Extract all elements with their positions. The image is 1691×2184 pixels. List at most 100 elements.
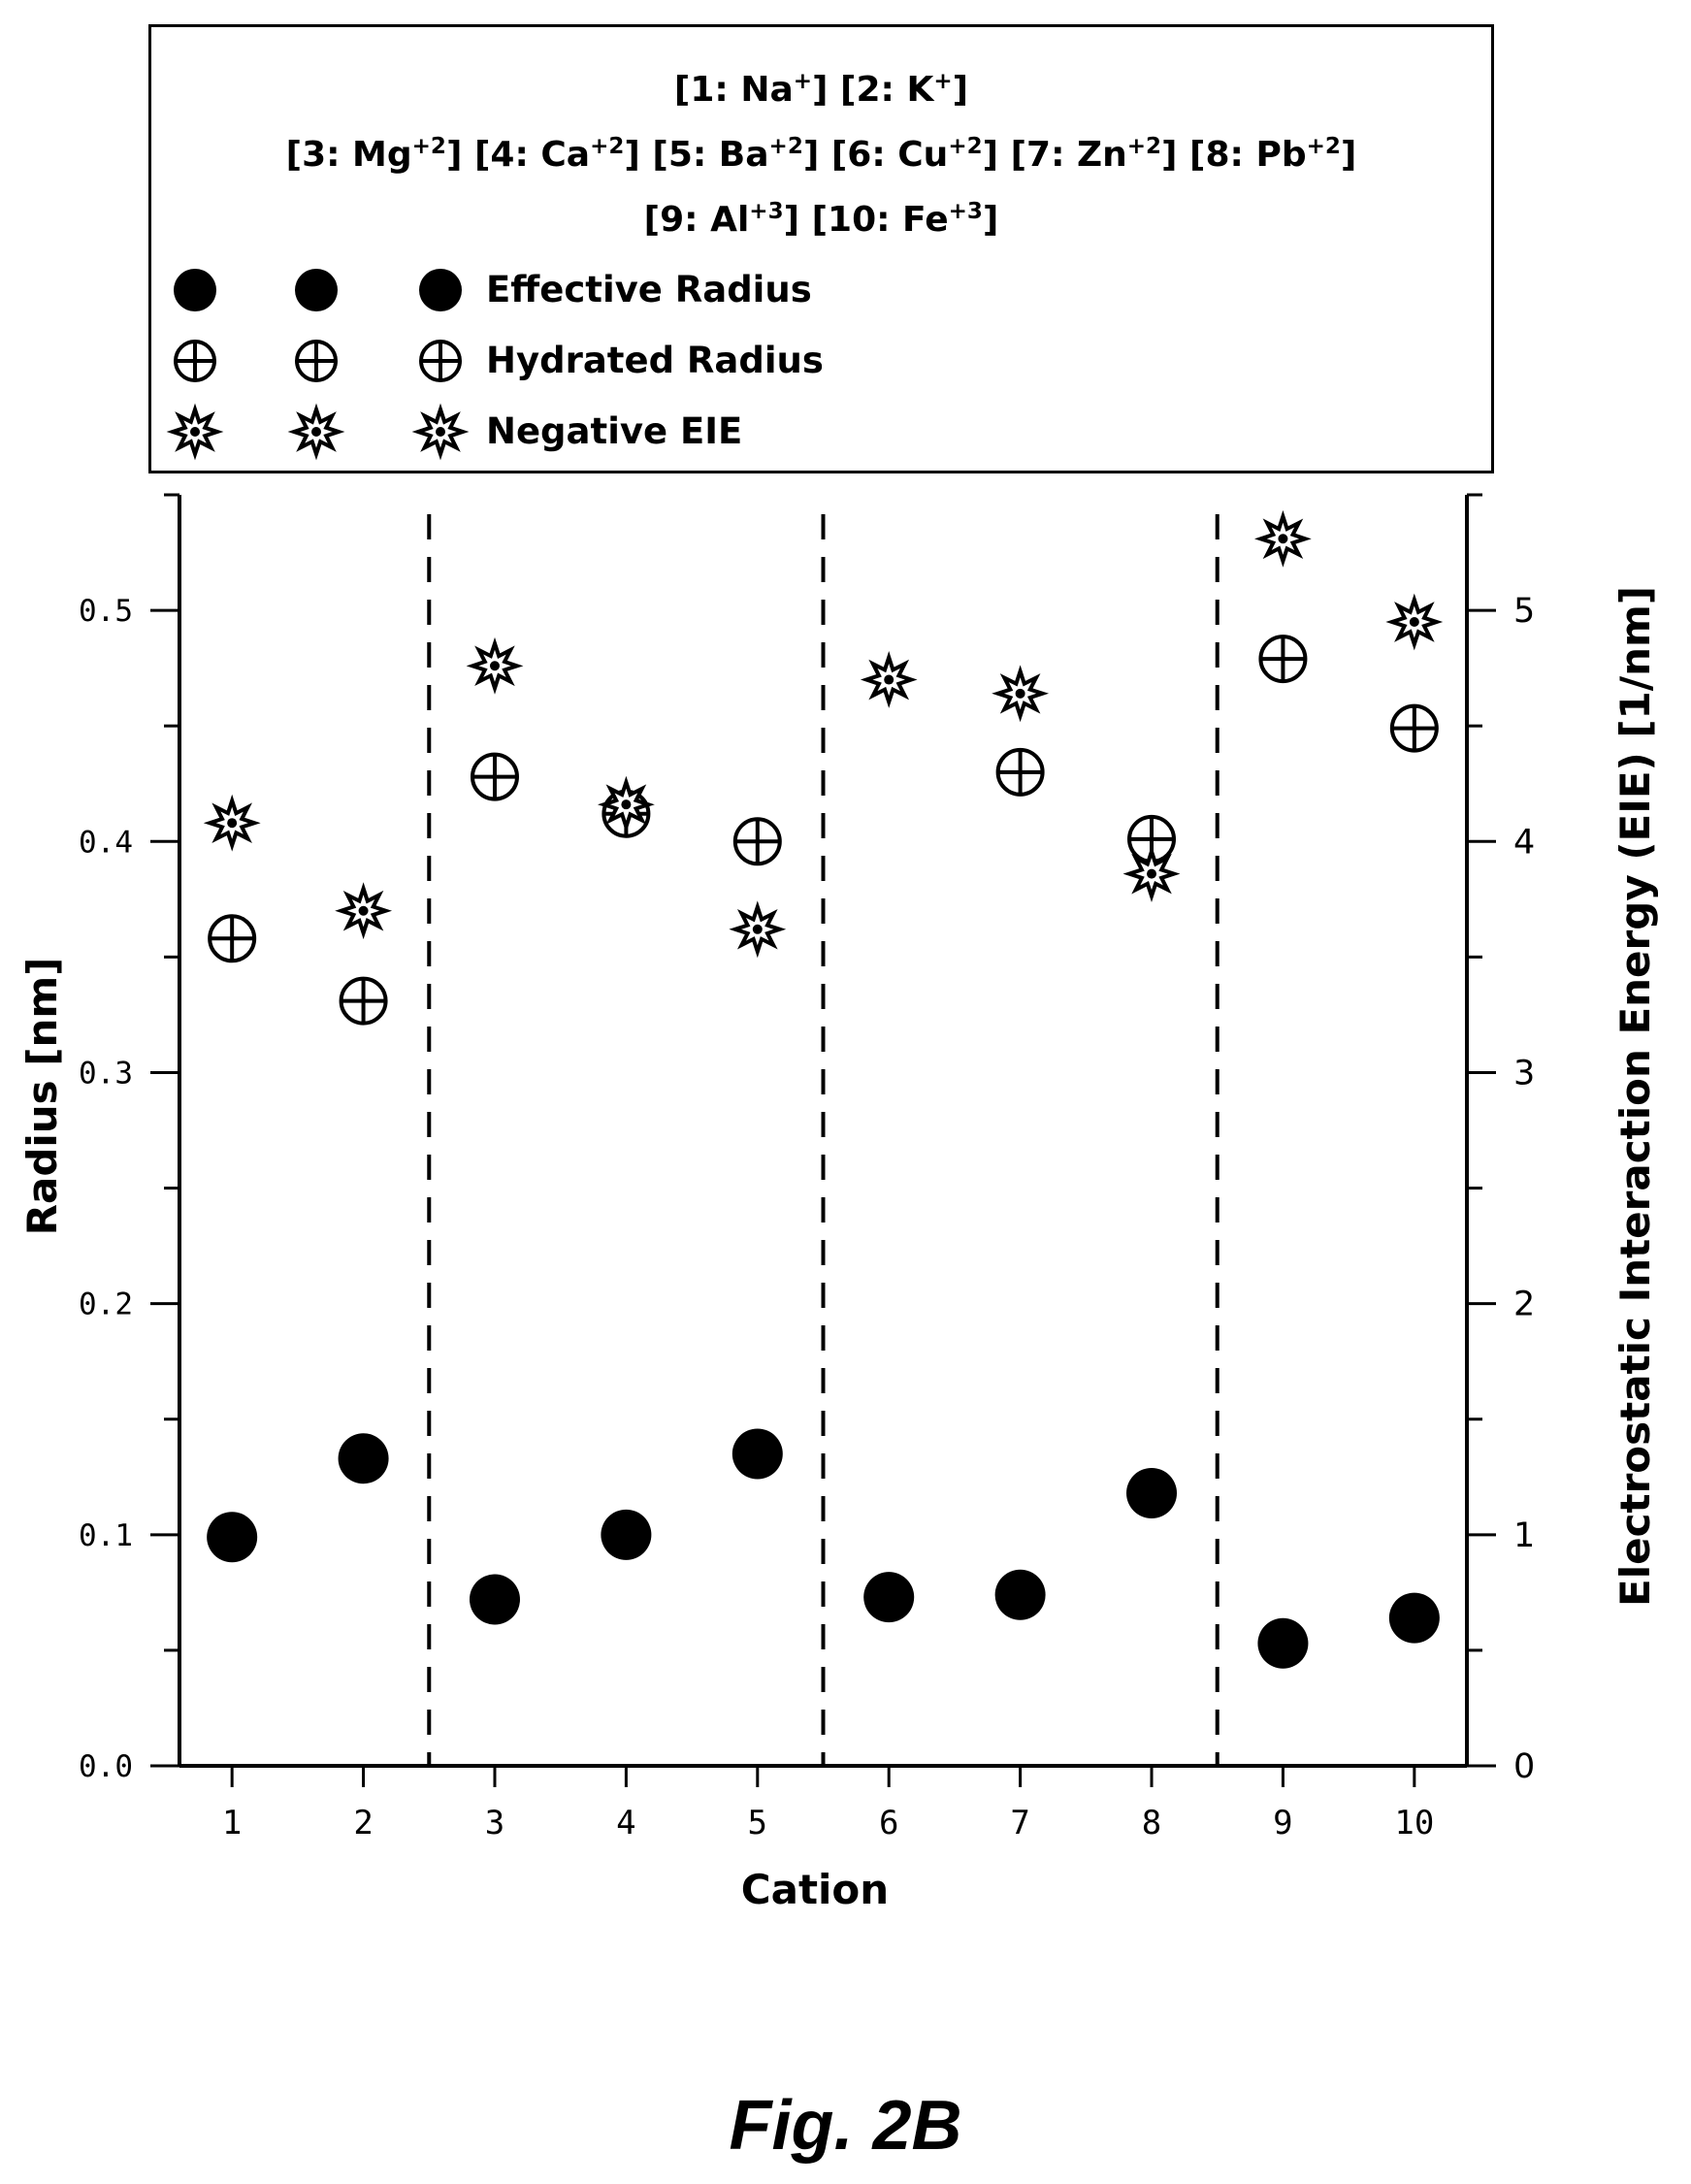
star-center [1147,868,1157,879]
negative-eie-point [466,636,524,695]
x-tick-label: 4 [616,1804,635,1842]
legend-cation-label: [10: Fe+3] [811,199,999,240]
cation-charge: +2 [948,134,983,159]
cation-bracket: ] [783,200,800,240]
star-center [621,799,632,810]
cation-bracket: ] [812,70,829,110]
negative-eie-point [860,651,918,708]
cation-bracket: ] [952,70,969,110]
cation-symbol: [9: Al [643,200,750,240]
negative-eie-point [1385,593,1444,651]
cation-bracket: ] [982,135,999,175]
cation-bracket: ] [1161,135,1178,175]
left-tick-label: 0.2 [79,1288,133,1322]
cation-symbol: [5: Ba [652,135,769,175]
legend-cation-line-1: [1: Na+] [2: K+] [151,69,1491,110]
star-center [752,924,763,934]
legend-cation-label: [7: Zn+2] [1010,134,1178,175]
cation-symbol: [7: Zn [1010,135,1127,175]
x-tick-label: 10 [1394,1804,1434,1842]
legend-cation-label: [9: Al+3] [643,199,800,240]
left-tick-label: 0.3 [79,1056,133,1091]
cation-charge: +3 [948,199,983,224]
star-center [190,427,200,437]
legend-label-hydrated-radius: Hydrated Radius [486,340,824,381]
x-tick-label: 8 [1142,1804,1161,1842]
negative-eie-point [1122,845,1181,903]
x-tick-label: 5 [748,1804,767,1842]
cation-symbol: [8: Pb [1189,135,1307,175]
star-center [1409,617,1419,627]
left-y-axis: 0.0 0.1 0.2 0.3 0.4 0.5 [79,493,179,1784]
x-tick-label: 1 [222,1804,242,1842]
effective-radius-point [732,1428,783,1480]
effective-radius-point [1126,1467,1178,1518]
hydrated-radius-point [1389,703,1439,753]
hydrated-radius-point [995,747,1045,797]
star-marker-icons [166,403,470,461]
hydrated-radius-point [470,752,519,801]
hydrated-radius-point [208,914,257,963]
legend-entry-effective-radius: Effective Radius [151,261,1491,319]
star-icon [411,403,470,461]
legend-cation-label: [8: Pb+2] [1189,134,1357,175]
x-tick-label: 9 [1273,1804,1292,1842]
x-tick-label: 3 [485,1804,504,1842]
cation-charge: +3 [749,199,784,224]
right-y-axis-title: Electrostatic Interaction Energy (EIE) [… [1611,586,1659,1607]
hydrated-radius-point [732,817,782,866]
star-center [884,674,894,685]
cation-bracket: ] [1340,135,1357,175]
legend-cation-label: [2: K+] [840,69,969,110]
left-tick-label: 0.1 [79,1518,133,1553]
effective-radius-point [207,1512,258,1563]
negative-eie-point [203,794,261,852]
legend-box: [1: Na+] [2: K+] [3: Mg+2] [4: Ca+2] [5:… [148,24,1494,473]
effective-radius-point [338,1433,389,1484]
star-icon [166,403,224,461]
data-marks [203,509,1444,1669]
legend-cation-label: [1: Na+] [674,69,829,110]
negative-eie-point [729,900,787,959]
cation-symbol: [3: Mg [285,135,412,175]
x-axis-title: Cation [741,1866,889,1913]
cation-charge: +2 [768,134,803,159]
group-dividers [427,514,1219,1766]
star-center [227,818,238,829]
legend-entry-hydrated-radius: Hydrated Radius [151,332,1491,390]
right-tick-label: 4 [1513,823,1535,862]
right-tick-label: 3 [1513,1054,1535,1092]
effective-radius-point [1257,1617,1309,1669]
cation-bracket: ] [802,135,820,175]
star-center [311,427,321,437]
left-tick-label: 0.4 [79,825,133,860]
left-y-axis-title: Radius [nm] [18,958,66,1236]
cation-symbol: [6: Cu [830,135,949,175]
negative-eie-point [597,775,655,833]
right-tick-label: 2 [1513,1286,1535,1324]
circle-plus-marker-icons [174,340,462,382]
left-tick-label: 0.0 [79,1749,133,1784]
legend-label-negative-eie: Negative EIE [486,410,743,452]
right-y-axis: 0 1 2 3 4 5 [1467,493,1535,1786]
right-tick-label: 0 [1513,1747,1535,1786]
legend-label-effective-radius: Effective Radius [486,269,812,310]
cation-charge: +2 [411,134,446,159]
hydrated-radius-point [1258,635,1308,684]
effective-radius-point [994,1569,1046,1620]
effective-radius-point [469,1574,520,1625]
star-center [436,427,445,437]
cation-symbol: [2: K [840,70,934,110]
effective-radius-point [863,1572,915,1623]
cation-symbol: [4: Ca [473,135,591,175]
star-center [1015,688,1025,699]
star-icon [287,403,345,461]
cation-symbol: [10: Fe [811,200,949,240]
x-tick-label: 6 [879,1804,898,1842]
effective-radius-point [1388,1592,1440,1644]
effective-radius-point [601,1509,652,1560]
star-center [489,661,500,671]
cation-bracket: ] [624,135,640,175]
cation-charge: + [933,69,953,94]
scatter-chart: 0.0 0.1 0.2 0.3 0.4 0.5 0 1 2 3 4 5 1 2 3 4 5 6 7 8 9 10 Ca… [18,493,1659,1913]
